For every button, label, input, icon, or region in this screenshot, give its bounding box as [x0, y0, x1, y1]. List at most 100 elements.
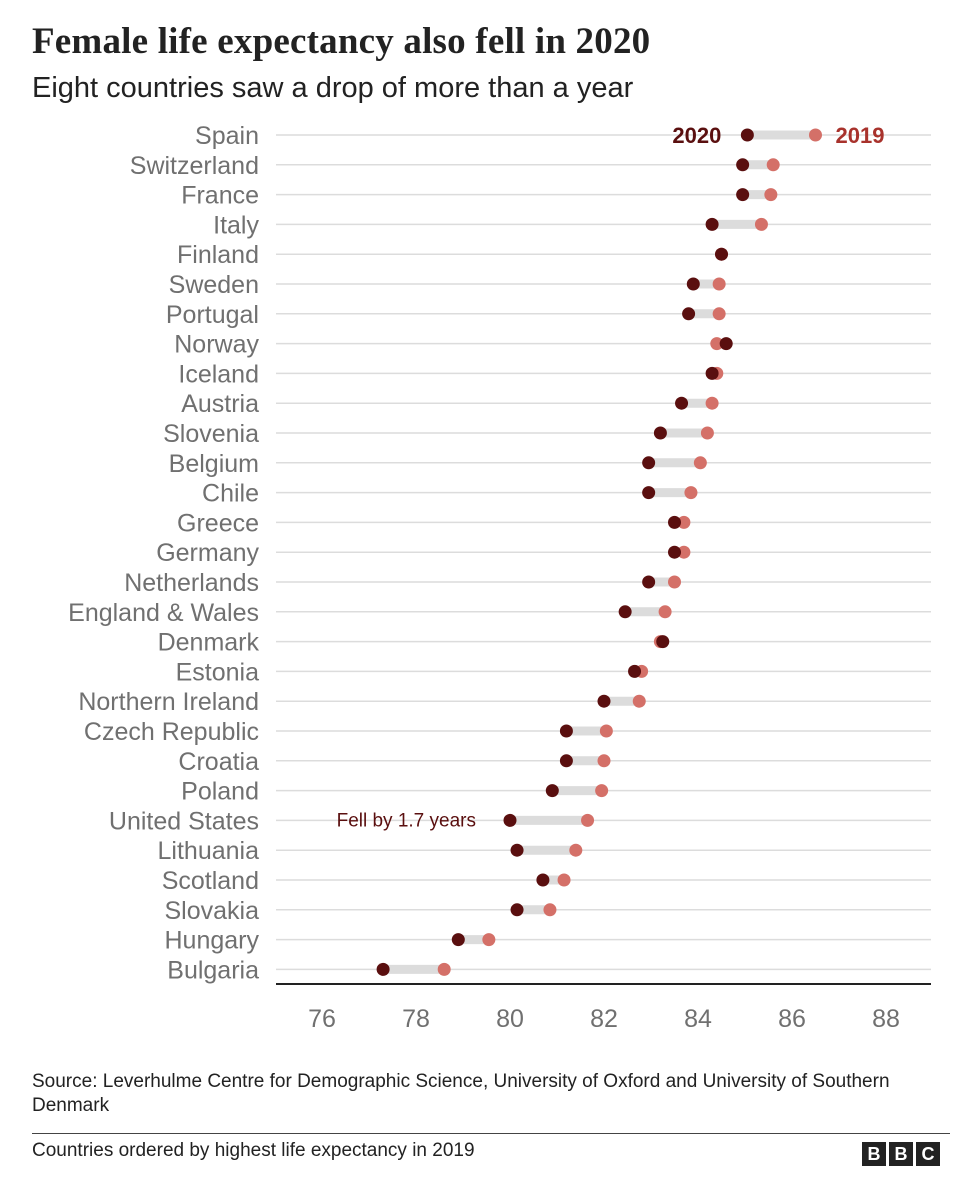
point-2019	[543, 903, 557, 917]
point-2019	[705, 396, 719, 410]
point-2020	[719, 337, 733, 351]
country-label: Sweden	[169, 271, 259, 299]
point-2020	[668, 545, 681, 559]
logo-letter: C	[916, 1142, 940, 1166]
country-label: Switzerland	[130, 152, 259, 180]
logo-letter: B	[889, 1142, 913, 1166]
country-label: Finland	[177, 241, 259, 269]
country-label: Poland	[181, 778, 259, 806]
country-label: Slovakia	[165, 897, 260, 925]
country-label: Portugal	[166, 301, 259, 329]
country-label: Scotland	[162, 867, 259, 895]
country-label: United States	[109, 807, 259, 835]
point-2020	[597, 694, 611, 708]
point-2019	[668, 575, 681, 589]
x-tick-label: 84	[684, 1005, 712, 1033]
source-note: Source: Leverhulme Centre for Demographi…	[32, 1071, 890, 1116]
country-label: France	[181, 182, 259, 210]
point-2020	[682, 307, 696, 321]
country-label: Hungary	[165, 927, 260, 955]
point-2020	[536, 873, 550, 887]
footnote: Countries ordered by highest life expect…	[32, 1140, 475, 1161]
point-2019	[712, 307, 726, 321]
country-label: Netherlands	[124, 569, 259, 597]
point-2020	[705, 217, 719, 231]
point-2019	[684, 486, 698, 500]
country-label: Bulgaria	[167, 956, 259, 984]
point-2020	[715, 247, 728, 261]
point-2020	[545, 784, 559, 798]
logo-letter: B	[862, 1142, 886, 1166]
point-2020	[686, 277, 700, 291]
chart-subtitle: Eight countries saw a drop of more than …	[32, 72, 634, 104]
country-label: Northern Ireland	[78, 688, 259, 716]
point-2020	[656, 635, 670, 649]
point-2020	[618, 605, 632, 619]
country-label: Croatia	[178, 748, 259, 776]
point-2020	[740, 128, 754, 142]
point-2019	[632, 694, 646, 708]
point-2019	[766, 158, 780, 172]
x-tick-label: 88	[872, 1005, 900, 1033]
point-2019	[754, 217, 768, 231]
point-2019	[597, 754, 611, 768]
point-2019	[557, 873, 571, 887]
point-2020	[668, 515, 681, 529]
country-label: Norway	[174, 331, 259, 359]
country-label: Chile	[202, 480, 259, 508]
country-label: Italy	[213, 211, 259, 239]
footer-divider	[32, 1133, 950, 1134]
country-label: Czech Republic	[84, 718, 259, 746]
country-label: Austria	[181, 390, 259, 418]
legend: 2020 2019	[672, 123, 884, 148]
bbc-logo: B B C	[862, 1142, 940, 1166]
x-tick-label: 86	[778, 1005, 806, 1033]
country-label: Iceland	[178, 360, 259, 388]
point-2019	[712, 277, 726, 291]
point-2019	[658, 605, 672, 619]
country-label: Lithuania	[158, 837, 260, 865]
country-label: Germany	[156, 539, 259, 567]
point-2020	[510, 843, 524, 857]
country-label: Slovenia	[163, 420, 259, 448]
country-label: Spain	[195, 122, 259, 150]
point-2019	[693, 456, 707, 470]
x-tick-label: 76	[308, 1005, 336, 1033]
point-2020	[376, 962, 390, 976]
point-2020	[736, 158, 750, 172]
point-2019	[581, 813, 595, 827]
x-tick-label: 78	[402, 1005, 430, 1033]
point-2019	[569, 843, 583, 857]
point-2020	[559, 724, 573, 738]
point-2020	[628, 664, 642, 678]
country-label: Belgium	[169, 450, 259, 478]
legend-2020: 2020	[672, 123, 721, 148]
point-2020	[736, 188, 750, 202]
country-label: Denmark	[158, 629, 260, 657]
x-tick-label: 82	[590, 1005, 618, 1033]
grid-layer	[276, 134, 931, 971]
x-axis: 76 78 80 82 84 86 88	[276, 983, 931, 1033]
country-label: England & Wales	[68, 599, 259, 627]
point-2020	[642, 486, 656, 500]
country-label: Greece	[177, 509, 259, 537]
point-2020	[642, 456, 656, 470]
country-label: Estonia	[176, 658, 259, 686]
rows-layer: SpainSwitzerlandFranceItalyFinlandSweden…	[68, 122, 822, 984]
point-2020	[705, 366, 719, 380]
point-2019	[764, 188, 778, 202]
point-2020	[510, 903, 524, 917]
point-2020	[675, 396, 689, 410]
point-2020	[503, 813, 517, 827]
point-2020	[451, 933, 465, 947]
point-2019	[710, 337, 724, 351]
legend-2019: 2019	[836, 123, 885, 148]
point-2020	[559, 754, 573, 768]
annotation-fell-by: Fell by 1.7 years	[337, 810, 476, 831]
point-2019	[482, 933, 496, 947]
point-2019	[809, 128, 822, 142]
chart-title: Female life expectancy also fell in 2020	[32, 21, 651, 62]
point-2019	[677, 515, 691, 529]
point-2019	[599, 724, 613, 738]
point-2019	[437, 962, 451, 976]
